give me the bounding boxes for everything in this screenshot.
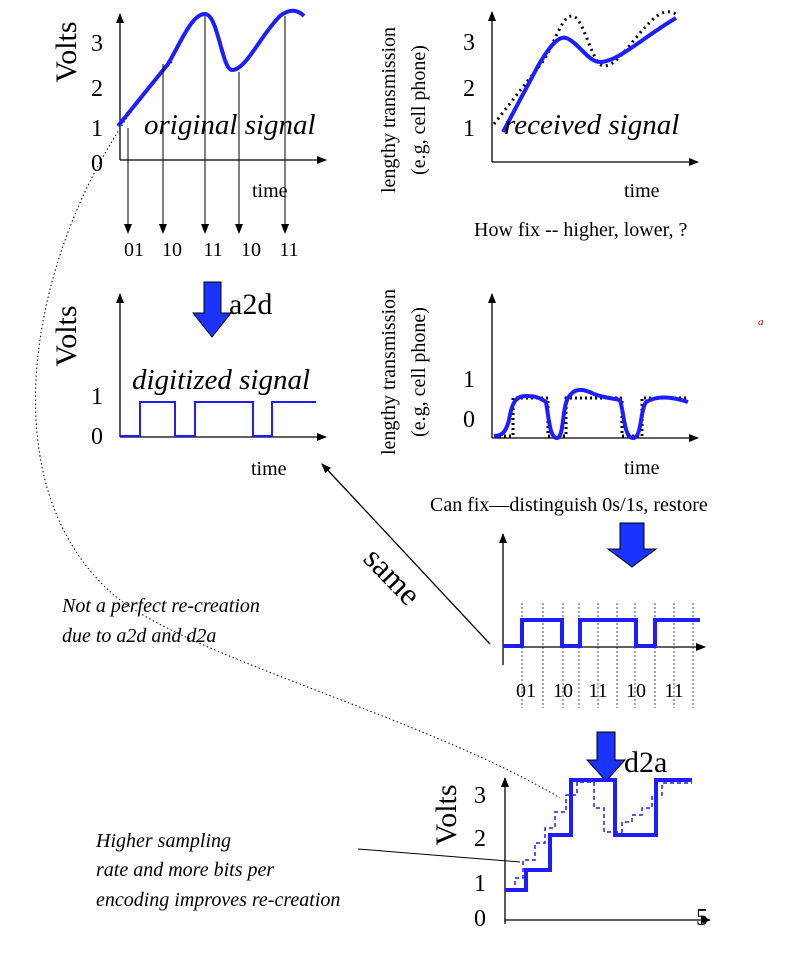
y-tick-1: 1 — [463, 116, 475, 142]
sample-code: 11 — [664, 680, 683, 702]
digitized-signal-trace — [120, 401, 316, 437]
panel-received-signal: lengthy transmission (e.g, cell phone) 1… — [378, 10, 699, 241]
panel-digitized-signal: Volts 0 1 digitized signal time — [50, 293, 327, 480]
a2d-down-arrow — [191, 281, 233, 338]
received-signal-curve — [501, 16, 678, 133]
sample-code: 11 — [203, 239, 222, 261]
fine-reconstruction-trace — [505, 781, 692, 890]
panel-received-digital: lengthy transmission (e.g, cell phone) 0… — [378, 289, 708, 516]
y-tick-0: 0 — [474, 906, 486, 932]
coarse-reconstruction-trace — [505, 778, 692, 892]
sample-code: 01 — [124, 239, 144, 261]
y-axis-label-line2: (e.g, cell phone) — [408, 307, 430, 437]
x-axis-label: time — [624, 180, 660, 202]
sampling-note-leader — [357, 848, 521, 863]
y-tick-0: 0 — [91, 151, 103, 177]
a2d-label: a2d — [229, 288, 272, 321]
y-axis-label: Volts — [50, 305, 83, 366]
x-axis-label: time — [251, 458, 287, 480]
sample-code: 10 — [553, 680, 573, 702]
note-imperfect-line1: Not a perfect re-creation — [61, 595, 260, 617]
d2a-down-arrow — [585, 731, 627, 782]
sample-code: 10 — [162, 239, 182, 261]
sample-code: 01 — [516, 680, 536, 702]
y-axis-label: Volts — [50, 21, 83, 82]
y-tick-1: 1 — [474, 871, 486, 897]
same-label: same — [357, 540, 429, 612]
d2a-label: d2a — [624, 746, 667, 779]
panel-caption: received signal — [504, 109, 679, 141]
y-tick-2: 2 — [474, 826, 486, 852]
sample-code: 11 — [588, 680, 607, 702]
y-tick-2: 2 — [463, 76, 475, 102]
note-sampling-line1: Higher sampling — [95, 830, 231, 852]
y-tick-1: 1 — [463, 367, 475, 393]
note-imperfect-line2: due to a2d and d2a — [62, 625, 216, 647]
original-signal-curve — [116, 8, 306, 128]
y-tick-3: 3 — [463, 30, 475, 56]
stray-mark: a — [758, 316, 764, 328]
y-axis-label-line1: lengthy transmission — [378, 27, 400, 193]
panel-reconstructed-signal: Volts 0 1 2 3 5 — [430, 777, 711, 932]
y-axis-label: Volts — [430, 784, 463, 845]
note-sampling-line3: encoding improves re-creation — [96, 889, 340, 911]
sample-code: 10 — [241, 239, 261, 261]
sample-code: 11 — [279, 239, 298, 261]
y-tick-3: 3 — [474, 783, 486, 809]
same-arrow — [321, 463, 491, 645]
received-digital-curve — [493, 387, 689, 441]
y-tick-0: 0 — [463, 407, 475, 433]
y-tick-2: 2 — [91, 76, 103, 102]
y-axis-label-line1: lengthy transmission — [378, 289, 400, 455]
x-tick-5: 5 — [696, 905, 708, 931]
y-axis-label-line2: (e.g, cell phone) — [408, 45, 430, 175]
x-axis-label: time — [252, 180, 288, 202]
panel-caption: original signal — [144, 109, 316, 141]
restore-down-arrow — [606, 522, 658, 568]
panel-caption: digitized signal — [132, 364, 310, 396]
y-tick-0: 0 — [91, 424, 103, 450]
panel-note: How fix -- higher, lower, ? — [474, 219, 687, 241]
sample-code: 10 — [626, 680, 646, 702]
panel-note: Can fix—distinguish 0s/1s, restore — [430, 494, 708, 516]
original-signal-dotted — [492, 10, 680, 125]
digitized-signal-dotted — [494, 396, 688, 438]
y-tick-1: 1 — [91, 384, 103, 410]
y-tick-3: 3 — [91, 31, 103, 57]
panel-restored-signal: 01 10 11 10 11 — [499, 533, 706, 708]
restored-signal-trace — [503, 618, 700, 648]
panel-original-signal: Volts 0 1 2 3 original signal time 01 10… — [50, 8, 327, 261]
note-sampling-line2: rate and more bits per — [96, 859, 274, 881]
x-axis-label: time — [624, 457, 660, 479]
dotted-connector-curve — [35, 61, 561, 799]
y-tick-1: 1 — [91, 116, 103, 142]
